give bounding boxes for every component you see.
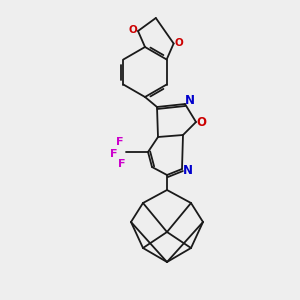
Text: O: O [174,38,183,47]
Text: O: O [129,25,137,35]
Text: N: N [183,164,193,178]
Text: O: O [196,116,206,128]
Text: F: F [116,137,124,147]
Text: F: F [110,149,118,159]
Text: N: N [185,94,195,107]
Text: F: F [118,159,126,169]
